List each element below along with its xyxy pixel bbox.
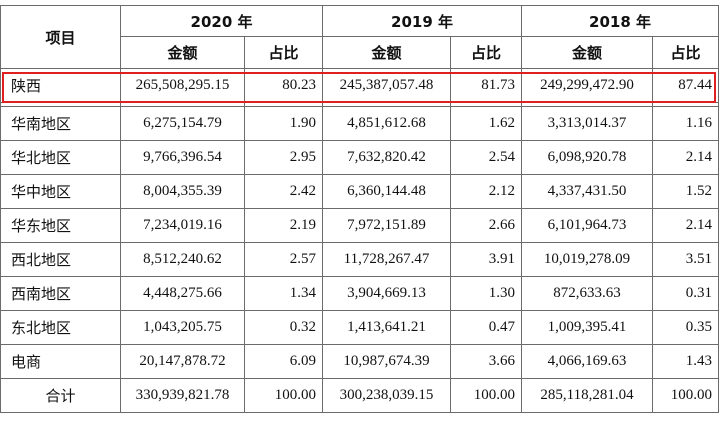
ratio-cell-2019: 3.91 — [450, 242, 523, 277]
amount-cell-2019: 7,632,820.42 — [322, 140, 452, 175]
ratio-cell-2019: 1.62 — [450, 106, 523, 141]
amount-cell-2020: 330,939,821.78 — [120, 378, 245, 413]
ratio-cell-2018: 1.43 — [652, 344, 720, 379]
ratio-cell-2019: 81.73 — [450, 68, 523, 103]
region-name: 华南地区 — [0, 106, 121, 141]
amount-cell-2018: 872,633.63 — [521, 276, 654, 311]
table-body: 陕西 265,508,295.15 80.23 245,387,057.48 81.73… — [0, 68, 720, 413]
amount-cell-2018: 6,098,920.78 — [521, 140, 654, 175]
ratio-cell-2020: 6.09 — [243, 344, 324, 379]
ratio-cell-2019: 100.00 — [450, 378, 523, 413]
region-name: 华北地区 — [0, 140, 121, 175]
total-label: 合计 — [0, 378, 121, 413]
ratio-header-2019: 占比 — [450, 36, 523, 69]
amount-cell-2019: 11,728,267.47 — [322, 242, 452, 277]
year-2018-header: 2018 年 — [521, 5, 720, 37]
amount-cell-2019: 7,972,151.89 — [322, 208, 452, 243]
amount-cell-2020: 7,234,019.16 — [120, 208, 245, 243]
table-row: 华中地区 8,004,355.39 2.42 6,360,144.48 2.12 4,33… — [0, 174, 720, 209]
amount-cell-2020: 8,004,355.39 — [120, 174, 245, 209]
table-row: 电商 20,147,878.72 6.09 10,987,674.39 3.66 4,06… — [0, 344, 720, 379]
table-row: 陕西 265,508,295.15 80.23 245,387,057.48 81.73… — [0, 68, 720, 103]
ratio-cell-2019: 0.47 — [450, 310, 523, 345]
ratio-cell-2019: 2.54 — [450, 140, 523, 175]
ratio-cell-2018: 3.51 — [652, 242, 720, 277]
regional-revenue-table: 项目 2020 年 2019 年 2018 年 金额 占比 金额 占比 金额 占… — [0, 5, 720, 413]
ratio-cell-2018: 0.35 — [652, 310, 720, 345]
ratio-cell-2020: 2.42 — [243, 174, 324, 209]
amount-cell-2020: 6,275,154.79 — [120, 106, 245, 141]
region-name: 华东地区 — [0, 208, 121, 243]
amount-cell-2019: 245,387,057.48 — [322, 68, 452, 103]
amount-header-2019: 金额 — [322, 36, 452, 69]
region-name: 东北地区 — [0, 310, 121, 345]
item-header: 项目 — [0, 5, 121, 69]
table-row: 华北地区 9,766,396.54 2.95 7,632,820.42 2.54 6,09… — [0, 140, 720, 175]
region-name: 电商 — [0, 344, 121, 379]
ratio-cell-2020: 0.32 — [243, 310, 324, 345]
ratio-cell-2020: 1.90 — [243, 106, 324, 141]
ratio-cell-2019: 2.12 — [450, 174, 523, 209]
region-name: 西北地区 — [0, 242, 121, 277]
amount-cell-2020: 8,512,240.62 — [120, 242, 245, 277]
table-row: 西北地区 8,512,240.62 2.57 11,728,267.47 3.91 10,… — [0, 242, 720, 277]
ratio-cell-2018: 2.14 — [652, 140, 720, 175]
ratio-cell-2020: 80.23 — [243, 68, 324, 103]
ratio-cell-2020: 100.00 — [243, 378, 324, 413]
amount-cell-2018: 3,313,014.37 — [521, 106, 654, 141]
ratio-cell-2019: 2.66 — [450, 208, 523, 243]
amount-cell-2018: 285,118,281.04 — [521, 378, 654, 413]
ratio-cell-2018: 100.00 — [652, 378, 720, 413]
table-row: 西南地区 4,448,275.66 1.34 3,904,669.13 1.30 872,… — [0, 276, 720, 311]
amount-cell-2019: 1,413,641.21 — [322, 310, 452, 345]
year-2019-header: 2019 年 — [322, 5, 523, 37]
ratio-cell-2018: 0.31 — [652, 276, 720, 311]
ratio-cell-2018: 1.16 — [652, 106, 720, 141]
amount-cell-2018: 10,019,278.09 — [521, 242, 654, 277]
ratio-header-2018: 占比 — [652, 36, 720, 69]
ratio-cell-2018: 87.44 — [652, 68, 720, 103]
amount-cell-2019: 6,360,144.48 — [322, 174, 452, 209]
ratio-cell-2020: 2.19 — [243, 208, 324, 243]
ratio-header-2020: 占比 — [243, 36, 324, 69]
amount-cell-2020: 20,147,878.72 — [120, 344, 245, 379]
ratio-cell-2018: 1.52 — [652, 174, 720, 209]
amount-header-2020: 金额 — [120, 36, 245, 69]
ratio-cell-2019: 3.66 — [450, 344, 523, 379]
amount-cell-2019: 4,851,612.68 — [322, 106, 452, 141]
table-row: 东北地区 1,043,205.75 0.32 1,413,641.21 0.47 1,00… — [0, 310, 720, 345]
ratio-cell-2020: 1.34 — [243, 276, 324, 311]
table-row: 合计 330,939,821.78 100.00 300,238,039.15 100.… — [0, 378, 720, 413]
amount-cell-2018: 1,009,395.41 — [521, 310, 654, 345]
ratio-cell-2019: 1.30 — [450, 276, 523, 311]
amount-cell-2019: 10,987,674.39 — [322, 344, 452, 379]
table-row: 华南地区 6,275,154.79 1.90 4,851,612.68 1.62 3,31… — [0, 106, 720, 141]
table-row: 华东地区 7,234,019.16 2.19 7,972,151.89 2.66 6,10… — [0, 208, 720, 243]
region-name: 西南地区 — [0, 276, 121, 311]
amount-cell-2018: 249,299,472.90 — [521, 68, 654, 103]
ratio-cell-2020: 2.57 — [243, 242, 324, 277]
ratio-cell-2020: 2.95 — [243, 140, 324, 175]
year-2020-header: 2020 年 — [119, 5, 324, 37]
amount-cell-2020: 4,448,275.66 — [120, 276, 245, 311]
ratio-cell-2018: 2.14 — [652, 208, 720, 243]
amount-cell-2020: 1,043,205.75 — [120, 310, 245, 345]
row-gap — [0, 102, 720, 107]
amount-header-2018: 金额 — [521, 36, 654, 69]
region-name: 陕西 — [0, 68, 121, 103]
amount-cell-2018: 4,337,431.50 — [521, 174, 654, 209]
amount-cell-2018: 6,101,964.73 — [521, 208, 654, 243]
amount-cell-2020: 265,508,295.15 — [120, 68, 245, 103]
amount-cell-2020: 9,766,396.54 — [120, 140, 245, 175]
amount-cell-2019: 3,904,669.13 — [322, 276, 452, 311]
amount-cell-2019: 300,238,039.15 — [322, 378, 452, 413]
region-name: 华中地区 — [0, 174, 121, 209]
amount-cell-2018: 4,066,169.63 — [521, 344, 654, 379]
